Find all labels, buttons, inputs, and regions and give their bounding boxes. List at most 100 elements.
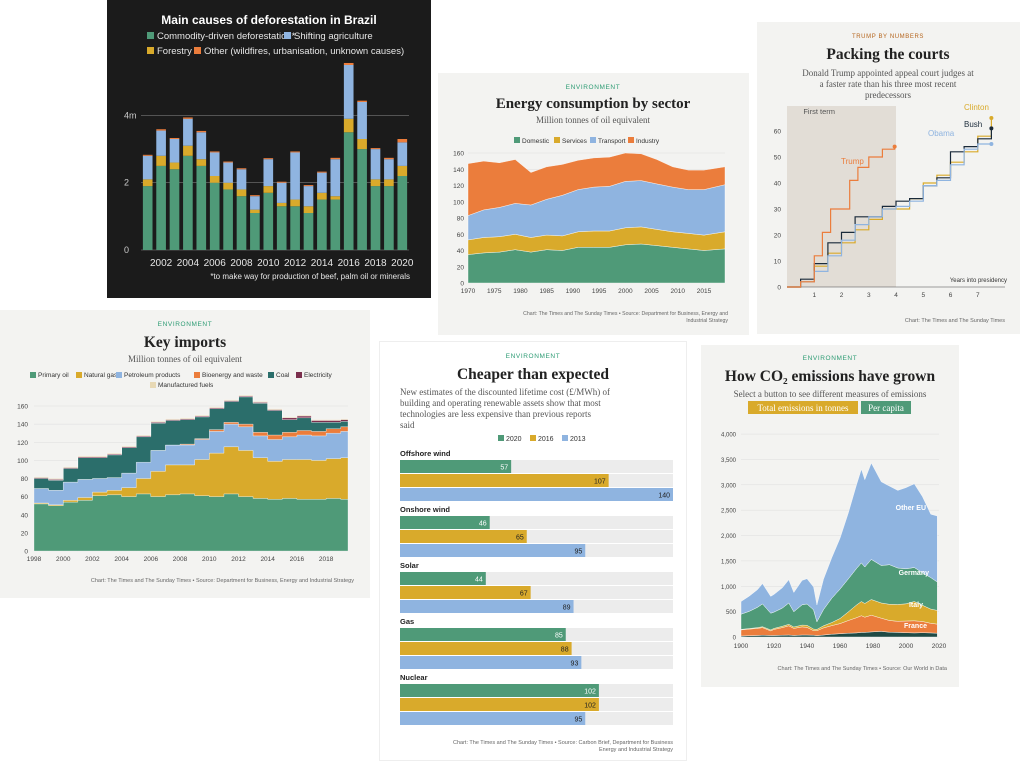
bar-value-label: 57 [500,465,508,472]
endpoint-clinton [989,116,994,120]
legend-swatch-2 [590,137,596,143]
bar-2003-forestry [169,162,180,170]
legend-swatch-0 [147,32,154,39]
legend-label: 2013 [570,436,586,443]
bar-2004-shifting-agriculture [183,118,193,146]
bar-value-label: 44 [475,577,483,584]
bar-2010-commodity-driven-deforestation [263,192,274,250]
legend-swatch-3 [194,47,201,54]
source-note: Chart: The Times and The Sunday Times • … [778,666,948,672]
x-tick-label: 2004 [177,258,200,269]
line-trump [787,146,896,288]
bar-offshore-wind-2020 [400,460,512,473]
x-tick-label: 2012 [231,556,246,563]
label-germany: Germany [899,570,929,577]
y-tick-label: 40 [457,248,465,255]
bar-2015-shifting-agriculture [330,159,341,197]
y-tick-label: 4,000 [721,433,737,439]
bar-2009-forestry [250,209,260,213]
group-label: Offshore wind [400,449,451,458]
chart-subtitle: New estimates of the discounted lifetime… [400,387,610,430]
kicker: ENVIRONMENT [158,321,213,328]
x-tick-label: 2020 [391,258,414,269]
bar-2008-other [236,168,247,170]
bar-value-label: 140 [658,493,670,500]
x-tick-label: 1 [812,292,816,299]
x-tick-label: 1998 [27,556,42,563]
endpoint-trump [892,144,897,149]
x-tick-label: 2002 [85,556,100,563]
legend-label: Forestry [157,46,192,57]
x-tick-label: 2002 [150,258,173,269]
y-tick-label: 60 [21,494,29,501]
x-tick-label: 1980 [866,643,881,650]
kicker: ENVIRONMENT [566,84,621,91]
bar-2012-commodity-driven-deforestation [290,206,300,250]
energy-area-industry [467,152,726,216]
legend-swatch-0 [30,372,36,378]
bar-2008-shifting-agriculture [236,169,247,190]
group-label: Solar [400,561,419,570]
bar-2006-shifting-agriculture [209,152,220,176]
chart-title: How CO₂ emissions have grown [725,368,936,385]
y-tick-label: 140 [453,167,464,174]
x-tick-label: 4 [894,292,898,299]
legend-swatch-6 [150,382,156,388]
label-other-eu: Other EU [896,505,926,512]
bar-2005-shifting-agriculture [196,132,207,160]
bar-2019-forestry [384,179,394,187]
legend-swatch-2 [116,372,122,378]
source-note: Chart: The Times and The Sunday Times • … [523,311,728,324]
bar-2020-other [397,139,408,143]
bar-2005-commodity-driven-deforestation [196,165,207,250]
endpoint-obama [989,142,994,146]
x-tick-label: 1985 [539,288,554,295]
x-tick-label: 2000 [899,643,914,650]
bar-2010-forestry [263,186,274,193]
bar-value-label: 95 [574,549,582,556]
y-tick-label: 100 [453,199,464,206]
x-tick-label: 2018 [319,556,334,563]
legend-label: Domestic [522,138,550,145]
bar-nuclear-2016 [400,698,599,711]
first-term-shading [787,106,896,287]
bar-2014-commodity-driven-deforestation [317,199,327,250]
bar-2001-other [142,154,153,156]
x-tick-label: 2010 [202,556,217,563]
x-tick-label: 5 [921,292,925,299]
source-note: Chart: The Times and The Sunday Times • … [91,578,354,584]
energy-chart: ENVIRONMENT Energy consumption by sector M… [453,84,728,324]
bar-onshore-wind-2020 [400,516,490,529]
x-tick-label: 2008 [230,258,253,269]
legend-swatch-2 [147,47,154,54]
y-tick-label: 100 [17,458,28,465]
x-tick-label: 2020 [932,643,947,650]
group-label: Gas [400,617,414,626]
bar-2017-shifting-agriculture [357,102,367,139]
label-bush: Bush [964,120,982,129]
legend-label: Bioenergy and waste [202,372,263,379]
x-tick-label: 3 [867,292,871,299]
x-tick-label: 2005 [644,288,659,295]
bar-2007-forestry [223,182,233,190]
bar-2018-commodity-driven-deforestation [370,186,381,250]
bar-2001-shifting-agriculture [142,155,153,180]
bar-gas-2013 [400,656,582,669]
bar-2016-shifting-agriculture [343,65,354,119]
x-tick-label: 1940 [800,643,815,650]
legend-swatch-3 [194,372,200,378]
y-tick-label: 50 [774,155,782,162]
bar-2017-other [357,100,367,102]
bar-2008-forestry [236,189,247,197]
legend-label: Primary oil [38,372,69,379]
y-tick-label: 3,000 [721,483,737,489]
y-tick-label: 2 [124,178,129,188]
legend-label: Petroleum products [124,372,181,379]
bar-2014-forestry [317,192,327,200]
bar-2014-shifting-agriculture [317,172,327,193]
bar-2012-forestry [290,199,300,207]
bar-2011-commodity-driven-deforestation [276,206,287,250]
bar-value-label: 85 [555,633,563,640]
bar-2010-shifting-agriculture [263,159,274,187]
group-label: Nuclear [400,673,428,682]
